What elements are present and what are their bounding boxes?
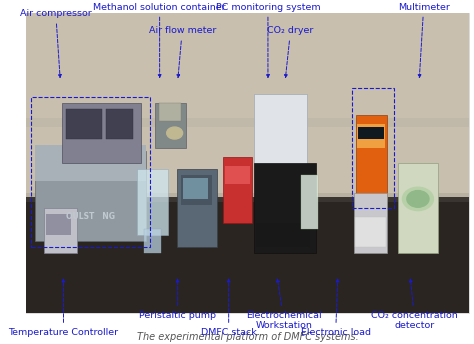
Bar	[225, 166, 250, 184]
Bar	[355, 217, 386, 247]
Bar	[181, 175, 212, 205]
Bar	[254, 163, 316, 253]
Bar	[36, 151, 146, 241]
Circle shape	[167, 127, 182, 139]
Text: Peristaltic pump: Peristaltic pump	[139, 279, 216, 320]
Bar	[66, 109, 101, 139]
Bar	[27, 197, 469, 202]
Text: CO₂ concentration
detector: CO₂ concentration detector	[371, 279, 458, 330]
Text: The experimental platform of DMFC systems.: The experimental platform of DMFC system…	[137, 332, 358, 342]
Bar	[62, 103, 141, 163]
Text: Methanol solution container: Methanol solution container	[93, 2, 226, 77]
Text: CO₂ dryer: CO₂ dryer	[267, 26, 314, 77]
Bar	[44, 208, 77, 253]
Text: Temperature Controller: Temperature Controller	[9, 279, 118, 337]
Bar	[301, 175, 319, 229]
Text: PC monitoring system: PC monitoring system	[216, 2, 320, 77]
Circle shape	[407, 191, 429, 207]
Text: Air compressor: Air compressor	[20, 9, 91, 77]
Text: Multimeter: Multimeter	[398, 2, 450, 77]
Text: DMFC stack: DMFC stack	[201, 279, 256, 337]
Bar	[354, 193, 387, 253]
Bar	[137, 169, 168, 235]
Bar	[223, 157, 252, 223]
Bar	[46, 214, 71, 235]
Bar	[357, 124, 385, 148]
Bar	[159, 103, 181, 121]
Text: Air flow meter: Air flow meter	[148, 26, 216, 77]
Circle shape	[402, 187, 433, 211]
Bar	[27, 13, 469, 199]
Bar	[106, 109, 133, 139]
Bar	[31, 97, 150, 247]
Bar	[358, 127, 384, 139]
Bar	[256, 223, 310, 247]
Text: Electronic load: Electronic load	[301, 279, 371, 337]
Bar	[398, 163, 438, 253]
Bar	[177, 169, 217, 247]
Bar	[254, 94, 307, 169]
Bar	[36, 145, 146, 181]
Text: OULST   NG: OULST NG	[66, 212, 115, 222]
Bar	[183, 178, 208, 199]
Bar	[27, 118, 469, 127]
Bar	[27, 199, 469, 313]
Bar	[352, 88, 393, 208]
Bar	[356, 115, 387, 199]
Text: Electrochemical
Workstation: Electrochemical Workstation	[246, 279, 321, 330]
Bar	[155, 103, 186, 148]
Bar	[27, 193, 469, 208]
Bar	[27, 13, 469, 313]
Bar	[144, 229, 161, 253]
